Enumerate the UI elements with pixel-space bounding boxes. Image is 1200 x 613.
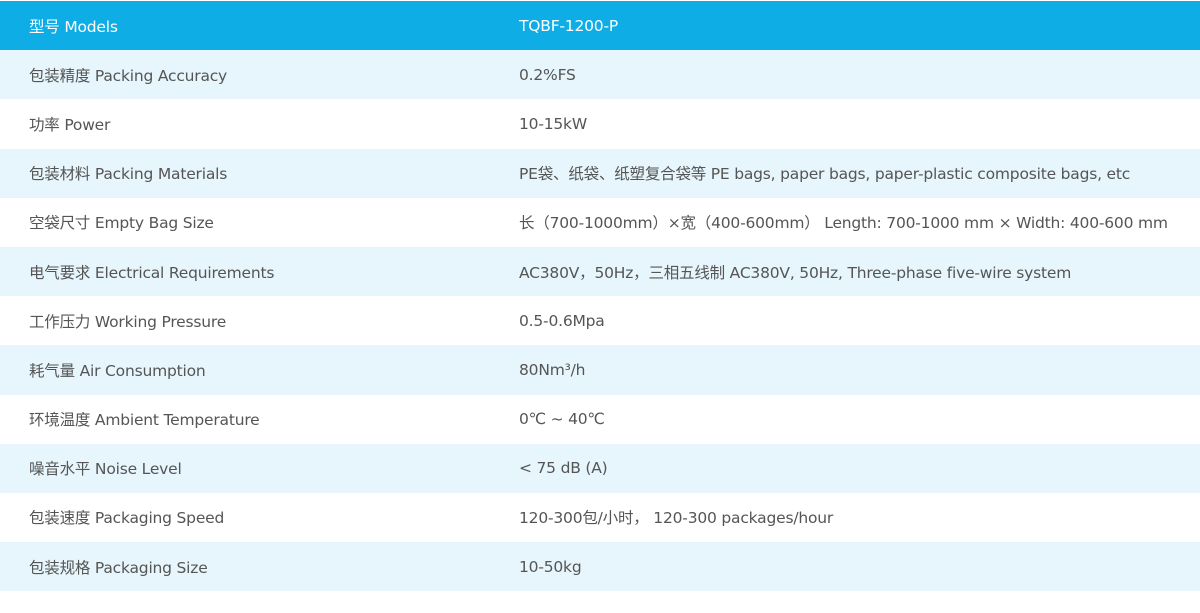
table-row: 电气要求 Electrical Requirements AC380V，50Hz，… [0, 246, 1200, 297]
spec-value: 0.2%FS [519, 65, 576, 84]
spec-value: < 75 dB (A) [519, 459, 608, 478]
spec-label: 功率 Power [29, 115, 111, 134]
spec-value: 10-15kW [519, 114, 587, 133]
spec-value: 120-300包/小时， 120-300 packages/hour [519, 509, 834, 528]
spec-value: AC380V，50Hz，三相五线制 AC380V, 50Hz, Three-ph… [519, 263, 1072, 282]
spec-value: TQBF-1200-P [519, 16, 618, 35]
table-row: 包装速度 Packaging Speed 120-300包/小时， 120-300… [0, 493, 1200, 542]
spec-label: 电气要求 Electrical Requirements [29, 263, 275, 282]
table-row: 功率 Power 10-15kW [0, 99, 1200, 148]
table-header-row: 型号 Models TQBF-1200-P [0, 1, 1200, 51]
spec-value: 80Nm³/h [519, 360, 586, 379]
spec-label: 包装精度 Packing Accuracy [29, 66, 228, 85]
table-row: 耗气量 Air Consumption 80Nm³/h [0, 345, 1200, 395]
table-row: 环境温度 Ambient Temperature 0℃ ~ 40℃ [0, 395, 1200, 444]
spec-label: 空袋尺寸 Empty Bag Size [29, 214, 214, 233]
spec-value: 0.5-0.6Mpa [519, 311, 605, 330]
spec-label: 工作压力 Working Pressure [29, 312, 227, 331]
spec-table: 型号 Models TQBF-1200-P 包装精度 Packing Accur… [0, 1, 1200, 592]
spec-label: 包装速度 Packaging Speed [29, 509, 225, 528]
spec-value: 10-50kg [519, 557, 582, 576]
table-row: 空袋尺寸 Empty Bag Size 长（700-1000mm）×宽（400-6… [0, 198, 1200, 247]
spec-label: 耗气量 Air Consumption [29, 361, 206, 380]
table-row: 噪音水平 Noise Level < 75 dB (A) [0, 443, 1200, 493]
table-row: 包装规格 Packaging Size 10-50kg [0, 542, 1200, 592]
spec-value: 长（700-1000mm）×宽（400-600mm） Length: 700-1… [519, 214, 1168, 233]
spec-value: PE袋、纸袋、纸塑复合袋等 PE bags, paper bags, paper… [519, 165, 1131, 184]
spec-label: 环境温度 Ambient Temperature [29, 411, 260, 430]
spec-label: 包装规格 Packaging Size [29, 558, 208, 577]
spec-label: 噪音水平 Noise Level [29, 460, 182, 479]
spec-label: 包装材料 Packing Materials [29, 165, 228, 184]
spec-value: 0℃ ~ 40℃ [519, 410, 605, 429]
table-row: 工作压力 Working Pressure 0.5-0.6Mpa [0, 296, 1200, 345]
table-row: 包装精度 Packing Accuracy 0.2%FS [0, 50, 1200, 100]
table-row: 包装材料 Packing Materials PE袋、纸袋、纸塑复合袋等 PE b… [0, 148, 1200, 198]
spec-label: 型号 Models [29, 17, 118, 36]
